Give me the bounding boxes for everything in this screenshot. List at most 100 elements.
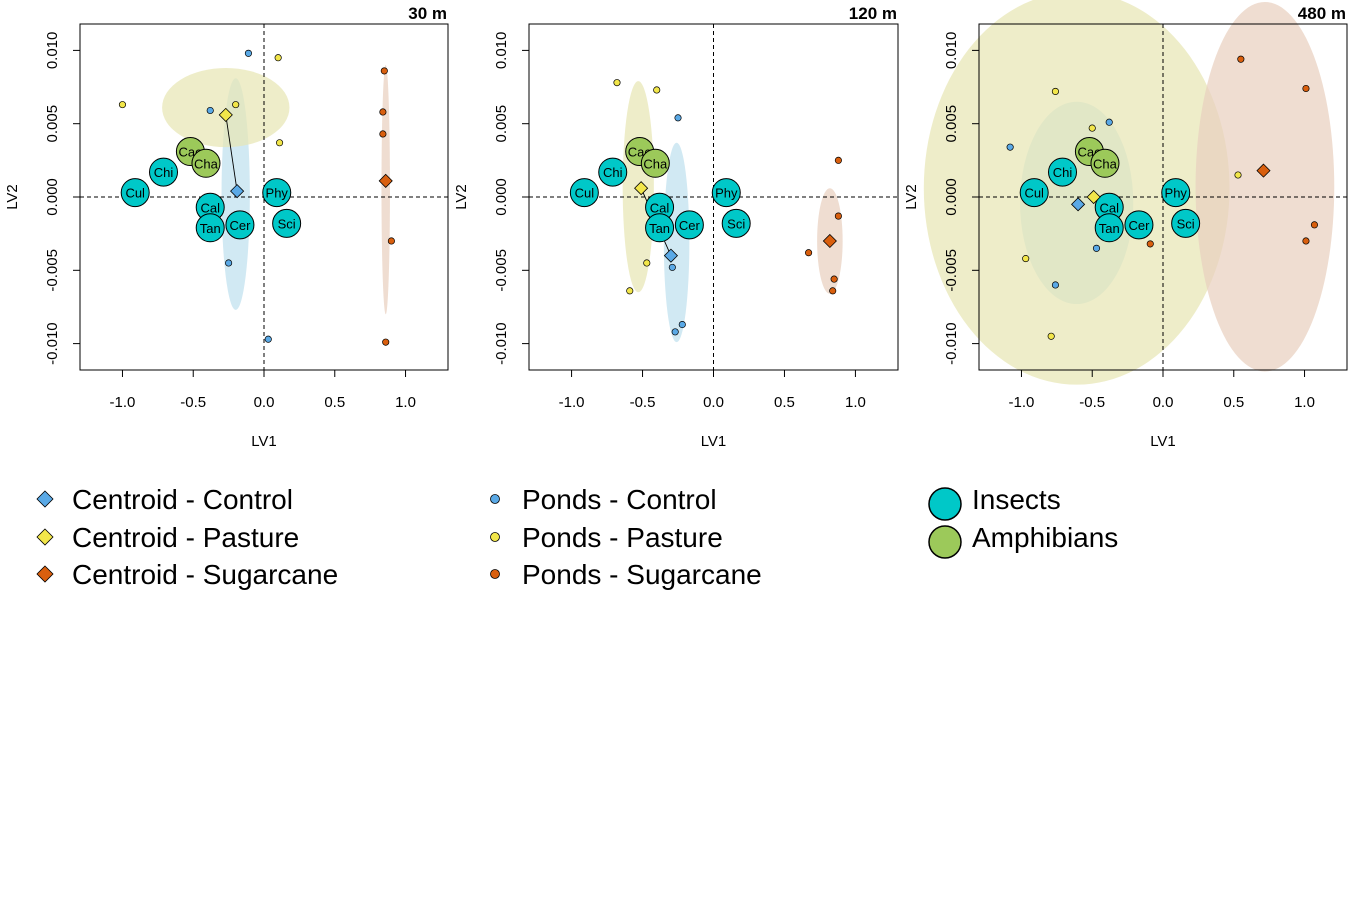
legend-taxa-amphibians: [928, 525, 962, 559]
pond-point-control: [1092, 244, 1101, 252]
y-tick-label: -0.005: [44, 249, 61, 292]
pond-point-sugarcane: [1310, 221, 1318, 229]
species-label: Sci: [278, 216, 296, 231]
x-axis-label: LV1: [701, 433, 727, 450]
y-tick-label: 0.000: [44, 178, 61, 216]
species-bubble-cul: [1019, 178, 1049, 208]
centroid-connector: [225, 114, 238, 192]
pond-point-control: [264, 335, 272, 343]
species-bubble-chi: [1048, 157, 1078, 187]
species-bubble-phy: [262, 178, 292, 208]
centroid-pasture: [218, 107, 233, 122]
pond-point-control: [678, 321, 686, 329]
x-tick-label: -0.5: [630, 394, 656, 411]
species-bubble-phy: [711, 178, 741, 208]
pond-point-sugarcane: [834, 212, 842, 220]
y-axis-label: LV2: [903, 184, 920, 210]
pond-point-control: [1006, 143, 1014, 151]
x-tick-label: 1.0: [395, 394, 416, 411]
pond-point-sugarcane: [380, 67, 388, 75]
species-label: Cul: [575, 186, 595, 201]
pond-point-sugarcane: [379, 130, 387, 138]
legend-pond-control: [490, 494, 500, 504]
x-tick-label: 0.5: [324, 394, 345, 411]
centroid-sugarcane: [822, 233, 837, 249]
species-bubble-cha: [1090, 148, 1120, 178]
pond-point-pasture: [1088, 124, 1096, 132]
x-tick-label: 0.0: [254, 394, 275, 411]
species-bubble-cul: [569, 178, 599, 208]
species-label: Chi: [603, 165, 623, 180]
species-bubble-tan: [645, 213, 675, 243]
legend-taxa-insects: [928, 487, 962, 521]
legend-taxa-label: Insects: [972, 484, 1061, 515]
species-label: Cul: [125, 186, 145, 201]
y-tick-label: -0.010: [44, 322, 61, 365]
species-label: Cha: [643, 156, 668, 171]
pond-point-control: [1051, 281, 1059, 289]
centroid-sugarcane: [1256, 163, 1271, 178]
pond-point-sugarcane: [382, 338, 390, 346]
centroid-control: [663, 248, 678, 263]
species-bubble-cer: [674, 210, 704, 240]
pond-point-sugarcane: [1302, 237, 1310, 245]
legend-centroid-control: [36, 490, 54, 508]
pond-point-control: [671, 328, 679, 336]
species-label: Phy: [266, 186, 289, 201]
species-label: Cer: [679, 218, 701, 233]
legend-pond-sugarcane: [490, 569, 500, 579]
species-label: Cer: [229, 218, 251, 233]
y-tick-label: 0.005: [44, 105, 61, 143]
pond-point-sugarcane: [834, 156, 842, 164]
pond-point-pasture: [1047, 332, 1055, 340]
species-label: Phy: [1165, 186, 1188, 201]
x-tick-label: -1.0: [559, 394, 585, 411]
pond-point-control: [225, 259, 233, 267]
x-tick-label: 1.0: [845, 394, 866, 411]
pond-point-sugarcane: [1302, 84, 1310, 93]
x-axis-label: LV1: [1150, 433, 1176, 450]
x-tick-label: 0.0: [1153, 394, 1174, 411]
species-bubble-sci: [272, 208, 302, 238]
y-tick-label: 0.005: [943, 105, 960, 143]
panel-title: 120 m: [849, 4, 897, 23]
species-bubble-tan: [1094, 213, 1124, 243]
x-tick-label: -0.5: [1079, 394, 1105, 411]
pond-point-pasture: [276, 139, 284, 147]
pond-point-pasture: [613, 79, 621, 87]
species-label: Sci: [1177, 216, 1195, 231]
species-label: Cha: [1093, 156, 1118, 171]
legend-centroid-label: Centroid - Pasture: [72, 522, 299, 553]
legend-taxa-label: Amphibians: [972, 522, 1118, 553]
species-label: Cal: [1099, 200, 1119, 215]
species-bubble-chi: [598, 157, 628, 187]
legend-centroid-label: Centroid - Sugarcane: [72, 559, 338, 590]
legend-pond-label: Ponds - Pasture: [522, 522, 723, 553]
y-tick-label: -0.005: [943, 249, 960, 292]
x-tick-label: -0.5: [180, 394, 206, 411]
centroid-pasture: [1086, 189, 1101, 205]
panel-title: 480 m: [1298, 4, 1346, 23]
species-bubble-tan: [195, 213, 225, 243]
species-bubble-chi: [149, 157, 179, 187]
species-bubble-cul: [120, 178, 150, 208]
species-bubble-cer: [225, 210, 255, 240]
pond-point-pasture: [653, 86, 661, 94]
pond-point-control: [206, 106, 214, 115]
y-tick-label: 0.010: [943, 32, 960, 70]
x-axis-label: LV1: [251, 433, 277, 450]
ellipse-sugarcane: [1195, 2, 1335, 372]
pond-point-pasture: [643, 259, 651, 267]
y-axis-label: LV2: [453, 184, 470, 210]
pond-point-pasture: [1051, 87, 1059, 95]
species-label: Cal: [650, 200, 670, 215]
y-tick-label: 0.000: [943, 178, 960, 216]
legend-pond-label: Ponds - Sugarcane: [522, 559, 762, 590]
y-tick-label: 0.005: [493, 105, 510, 143]
pond-point-sugarcane: [829, 287, 837, 295]
species-bubble-sci: [721, 208, 751, 238]
pond-point-sugarcane: [805, 249, 813, 257]
